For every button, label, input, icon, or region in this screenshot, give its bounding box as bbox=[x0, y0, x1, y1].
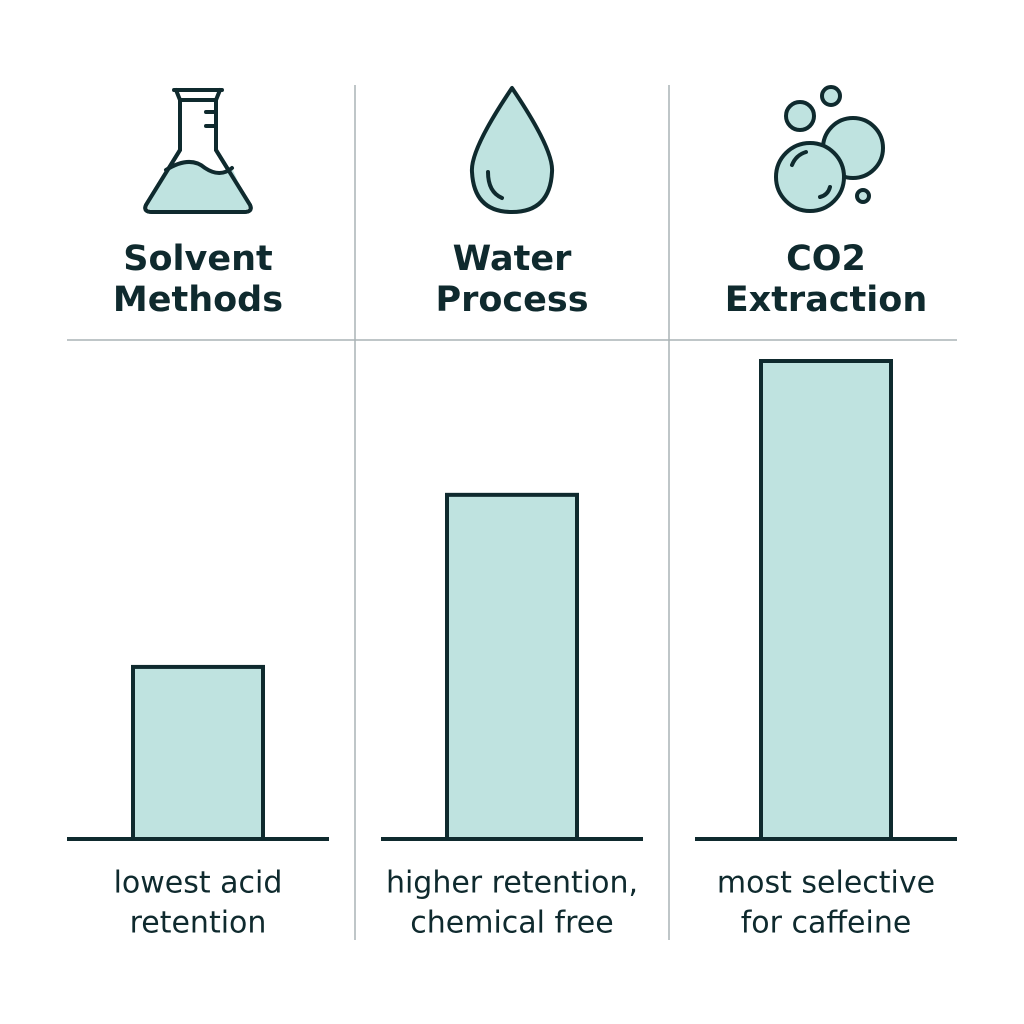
category-label: Methods bbox=[113, 280, 283, 320]
bubbles-icon bbox=[774, 85, 885, 213]
category-label: Water bbox=[453, 239, 572, 279]
bar bbox=[445, 492, 579, 841]
category-label: Process bbox=[435, 280, 588, 320]
bar bbox=[131, 664, 265, 841]
annotation: higher retention, bbox=[386, 866, 638, 901]
drop-icon bbox=[469, 86, 555, 214]
flask-icon bbox=[143, 88, 253, 214]
category-label: Solvent bbox=[123, 239, 272, 279]
bar bbox=[759, 359, 893, 841]
category-label: CO2 bbox=[786, 239, 866, 279]
annotation: most selective bbox=[717, 866, 935, 901]
annotation: retention bbox=[130, 906, 267, 941]
annotation: lowest acid bbox=[114, 866, 283, 901]
annotation: chemical free bbox=[410, 906, 613, 941]
annotation: for caffeine bbox=[741, 906, 912, 941]
category-label: Extraction bbox=[725, 280, 928, 320]
